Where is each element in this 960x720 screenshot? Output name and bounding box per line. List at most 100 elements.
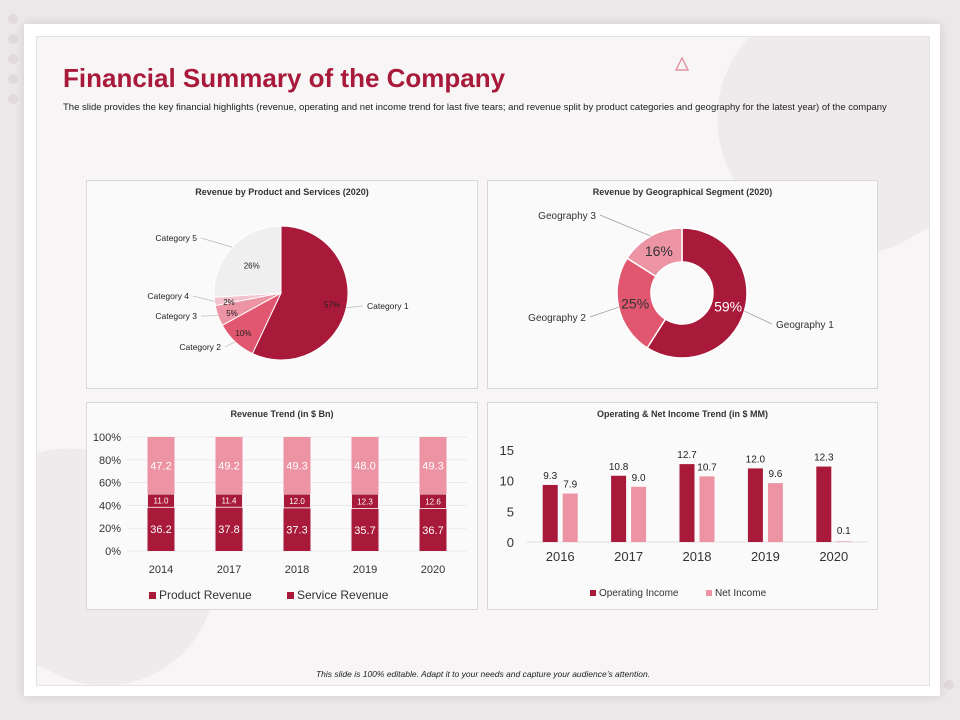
legend-swatch <box>706 590 712 596</box>
leader-line <box>744 310 773 325</box>
bar-data-label: 47.2 <box>150 461 171 473</box>
leader-line <box>200 237 233 248</box>
bar <box>631 486 647 542</box>
x-tick-label: 2017 <box>217 564 241 576</box>
slide-frame: Financial Summary of the Company The sli… <box>24 24 940 696</box>
x-tick-label: 2016 <box>546 549 575 564</box>
page-title: Financial Summary of the Company <box>63 63 506 93</box>
background-dot <box>8 34 18 44</box>
donut-category-label: Geography 1 <box>776 320 834 331</box>
donut-category-label: Geography 3 <box>538 211 596 222</box>
pie-data-label: 57% <box>324 300 340 309</box>
pie-category-label: Category 4 <box>147 291 189 301</box>
stacked-bar-segment <box>351 437 379 494</box>
pie-data-label: 5% <box>226 309 238 318</box>
y-tick-label: 10 <box>500 474 514 489</box>
bar-data-label: 36.7 <box>422 525 443 537</box>
bar-data-label: 12.7 <box>677 450 697 461</box>
leader-line <box>346 305 364 308</box>
pie-category-label: Category 1 <box>367 301 409 311</box>
donut-segment <box>626 227 683 278</box>
pie-slice <box>213 225 282 298</box>
bar-data-label: 9.3 <box>543 471 557 482</box>
pie-category-label: Category 2 <box>179 342 221 352</box>
chart-title: Revenue Trend (in $ Bn) <box>230 409 334 419</box>
geography-donut-panel: Revenue by Geographical Segment (2020) 5… <box>487 180 878 389</box>
background-dot <box>944 680 954 690</box>
pie-data-label: 10% <box>235 329 251 338</box>
chart-title: Operating & Net Income Trend (in $ MM) <box>596 409 768 419</box>
slide-content: Financial Summary of the Company The sli… <box>36 36 930 686</box>
legend-label: Net Income <box>715 588 767 599</box>
y-tick-label: 5 <box>507 504 514 519</box>
chart-title: Revenue by Geographical Segment (2020) <box>592 187 773 197</box>
legend-label: Service Revenue <box>297 588 389 602</box>
y-tick-label: 0% <box>105 546 121 558</box>
stacked-bar-segment <box>419 437 447 494</box>
income-trend-panel: Operating & Net Income Trend (in $ MM) 0… <box>487 402 878 610</box>
footer-note: This slide is 100% editable. Adapt it to… <box>315 669 651 679</box>
bar-data-label: 12.0 <box>289 497 305 506</box>
leader-line <box>192 295 215 302</box>
stacked-bar-segment <box>351 508 379 551</box>
stacked-bar-segment <box>147 437 175 494</box>
pie-category-label: Category 3 <box>155 311 197 321</box>
stacked-bar-segment <box>215 507 243 551</box>
donut-data-label: 59% <box>714 298 742 314</box>
legend-swatch <box>287 592 294 599</box>
triangle-icon <box>675 57 689 71</box>
chart-title: Revenue by Product and Services (2020) <box>195 187 369 197</box>
bar-data-label: 36.2 <box>150 524 171 536</box>
y-tick-label: 100% <box>93 432 121 444</box>
bar <box>699 476 715 542</box>
stacked-bar-segment <box>215 437 243 494</box>
x-tick-label: 2018 <box>285 564 309 576</box>
bar-data-label: 10.8 <box>609 462 629 473</box>
bar-data-label: 9.6 <box>768 469 782 480</box>
x-tick-label: 2020 <box>819 549 848 564</box>
y-tick-label: 0 <box>507 535 514 550</box>
bar <box>679 464 695 542</box>
leader-line <box>224 341 236 348</box>
bar-data-label: 7.9 <box>563 480 577 491</box>
x-tick-label: 2020 <box>421 564 445 576</box>
bar <box>836 541 852 542</box>
x-tick-label: 2017 <box>614 549 643 564</box>
stacked-bar-segment <box>419 508 447 551</box>
product-pie-panel: Revenue by Product and Services (2020) 5… <box>86 180 478 389</box>
bar <box>767 483 783 542</box>
x-tick-label: 2019 <box>353 564 377 576</box>
bar-data-label: 12.3 <box>357 497 373 506</box>
bar-data-label: 49.3 <box>286 461 307 473</box>
pie-category-label: Category 5 <box>155 233 197 243</box>
bar-data-label: 49.2 <box>218 461 239 473</box>
bar-data-label: 12.6 <box>425 497 441 506</box>
income-trend-chart: 0 5 10 15 9.3 7.9 2016 10.89.0 2017 12.710.7 2018 1… <box>500 443 868 599</box>
bar <box>542 484 558 542</box>
donut-segment <box>616 257 667 349</box>
donut-segment <box>646 227 748 359</box>
bar-data-label: 12.0 <box>746 454 766 465</box>
y-tick-label: 20% <box>99 523 121 535</box>
bar-data-label: 37.3 <box>286 524 307 536</box>
legend-label: Product Revenue <box>159 588 252 602</box>
bar-data-label: 9.0 <box>632 473 646 484</box>
stacked-bar-segment <box>283 437 311 494</box>
stacked-bar-segment <box>283 507 311 551</box>
y-tick-label: 15 <box>500 443 514 458</box>
bar-data-label: 11.4 <box>222 497 238 506</box>
pie-data-label: 2% <box>223 298 235 307</box>
bar-data-label: 0.1 <box>837 526 851 537</box>
legend-swatch <box>149 592 156 599</box>
y-tick-label: 60% <box>99 478 121 490</box>
bar-data-label: 48.0 <box>354 461 375 473</box>
leader-line <box>589 306 619 318</box>
x-tick-label: 2019 <box>751 549 780 564</box>
y-tick-label: 80% <box>99 455 121 467</box>
background-dot <box>8 14 18 24</box>
leader-line <box>599 214 651 237</box>
pie-data-label: 26% <box>244 261 260 270</box>
background-dot <box>8 54 18 64</box>
revenue-trend-chart: 0% 20% 40% 60% 80% 100% 36.2 11.0 47.2 2014 37.8 11… <box>93 432 467 602</box>
donut-category-label: Geography 2 <box>528 313 586 324</box>
